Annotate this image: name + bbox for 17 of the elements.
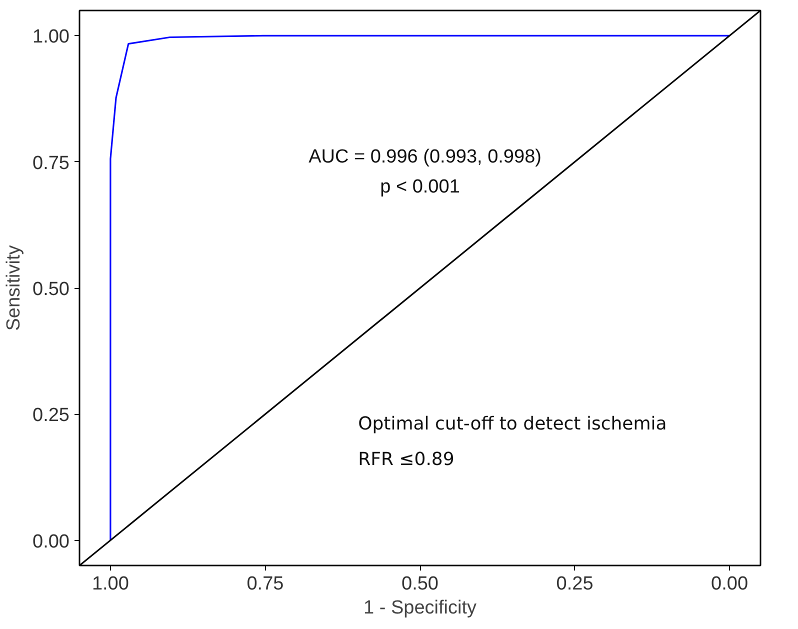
annotation: Optimal cut-off to detect ischemia [358, 414, 667, 435]
y-tick-label: 0.75 [32, 152, 70, 174]
y-tick-label: 0.25 [32, 405, 70, 426]
y-axis-title: Sensitivity [4, 244, 25, 331]
x-tick-label: 1.00 [92, 574, 129, 594]
y-tick-label: 0.50 [32, 279, 70, 300]
annotation: RFR ≤0.89 [358, 449, 454, 470]
x-tick-label: 0.25 [556, 574, 594, 594]
y-tick-label: 0.00 [32, 531, 70, 552]
x-tick-label: 0.50 [402, 574, 438, 594]
x-tick-label: 0.00 [711, 574, 748, 594]
line-series [110, 34, 730, 542]
x-tick-label: 0.75 [246, 574, 284, 594]
y-tick-label: 1.00 [32, 26, 70, 48]
annotation: AUC = 0.996 (0.993, 0.998) [308, 146, 542, 168]
x-axis-title: 1 - Specificity [364, 598, 477, 618]
annotation: p < 0.001 [380, 176, 460, 198]
